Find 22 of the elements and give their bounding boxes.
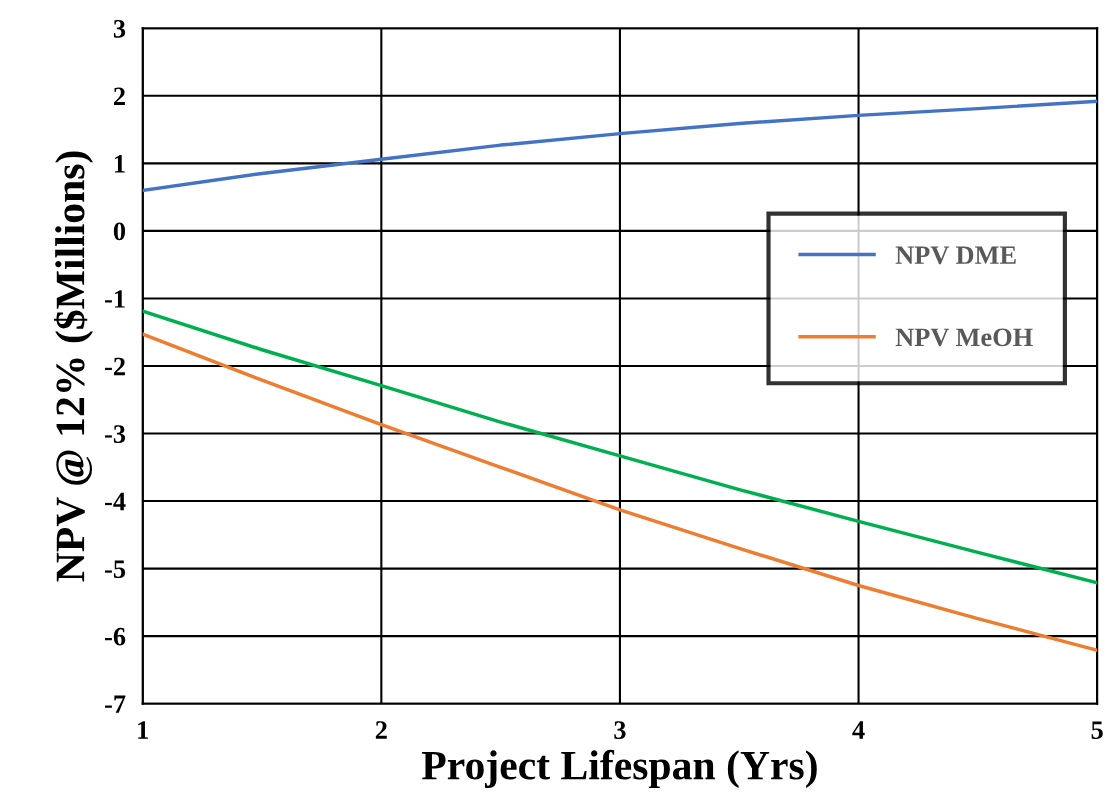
x-tick-label: 1 bbox=[138, 721, 148, 739]
line-series bbox=[142, 99, 1098, 193]
y-tick-label: -6 bbox=[105, 627, 126, 646]
y-tick-label: -5 bbox=[105, 560, 126, 579]
x-tick-label: 3 bbox=[614, 721, 626, 739]
y-tick-label: -1 bbox=[105, 290, 125, 308]
line-series bbox=[142, 309, 1098, 585]
y-tick-label: 1 bbox=[114, 155, 125, 173]
y-tick-label: -3 bbox=[105, 425, 126, 443]
y-tick-label: -7 bbox=[105, 695, 126, 713]
x-tick-label: 2 bbox=[375, 721, 387, 739]
y-tick-label: 2 bbox=[113, 87, 125, 105]
x-axis-title: Project Lifespan (Yrs) bbox=[422, 749, 817, 789]
y-tick-label: 0 bbox=[113, 222, 126, 241]
y-tick-label: -4 bbox=[105, 492, 126, 511]
x-tick-label: 4 bbox=[852, 721, 865, 739]
legend-label: NPV MeOH bbox=[895, 328, 1033, 347]
legend-label: NPV DME bbox=[895, 246, 1016, 265]
y-tick-label: -2 bbox=[105, 357, 125, 376]
y-tick-label: 3 bbox=[113, 19, 126, 38]
y-axis-title: NPV @ 12% ($Millions) bbox=[53, 151, 93, 582]
x-tick-label: 5 bbox=[1091, 721, 1103, 739]
